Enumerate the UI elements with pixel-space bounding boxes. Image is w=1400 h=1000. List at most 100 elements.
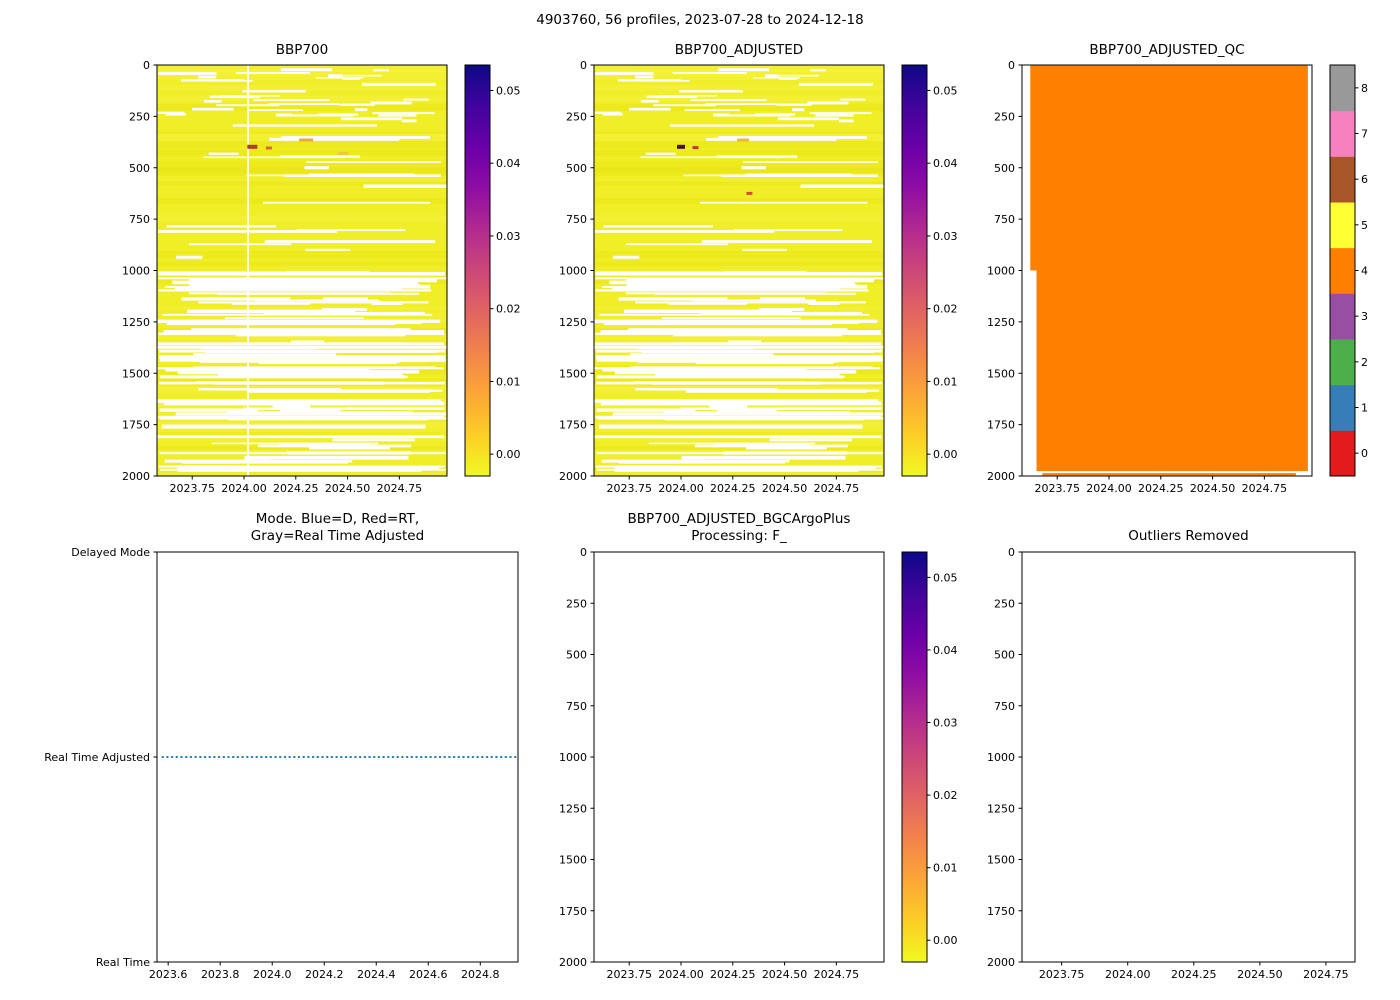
bbp700_adjusted-x-tick-label: 2023.75 <box>606 482 652 495</box>
bgcargoplus-x-tick-label: 2024.00 <box>658 968 704 981</box>
bbp700_adjusted-y-tick-label: 0 <box>580 59 587 72</box>
bgcargoplus-x-tick-label: 2023.75 <box>606 968 652 981</box>
outliers-x-tick-label: 2023.75 <box>1039 968 1085 981</box>
bbp700-colorbar <box>465 65 490 476</box>
bgcargoplus-colorbar-tick-label: 0.02 <box>933 789 958 802</box>
bbp700_adjusted-y-tick-label: 1750 <box>559 419 587 432</box>
mode-x-tick-label: 2023.6 <box>149 968 188 981</box>
bbp700_adjusted_qc-x-tick-label: 2024.25 <box>1138 482 1184 495</box>
bbp700_adjusted-x-tick-label: 2024.50 <box>762 482 808 495</box>
bbp700-missing-profile-gap <box>247 65 249 476</box>
bgcargoplus-y-tick-label: 1750 <box>559 905 587 918</box>
outliers-y-tick-label: 250 <box>994 597 1015 610</box>
bgcargoplus-y-tick-label: 500 <box>566 649 587 662</box>
subplot-title-bbp700-adjusted-qc: BBP700_ADJUSTED_QC <box>1089 42 1245 58</box>
mode-y-category-label: Delayed Mode <box>71 546 150 559</box>
outliers-x-tick-label: 2024.00 <box>1105 968 1151 981</box>
mode-x-tick-label: 2024.6 <box>409 968 448 981</box>
subplot-bbp700_adjusted_qc: 2023.75 2024.00 2024.25 2024.50 2024.7502505… <box>987 59 1368 495</box>
bbp700_adjusted_qc-y-tick-label: 500 <box>994 162 1015 175</box>
bbp700_adjusted_qc-y-tick-label: 750 <box>994 213 1015 226</box>
bbp700-anomaly <box>247 144 258 149</box>
bgcargoplus-colorbar-tick-label: 0.05 <box>933 571 958 584</box>
mode-y-category-label: Real Time Adjusted <box>44 751 150 764</box>
bbp700-y-tick-label: 1250 <box>122 316 150 329</box>
subplot-mode: 2023.6 2023.8 2024.0 2024.2 2024.4 2024.6 2024… <box>44 546 519 981</box>
bbp700_adjusted-x-tick-label: 2024.00 <box>658 482 704 495</box>
subplot-title-bgcargoplus: BBP700_ADJUSTED_BGCArgoPlus Processing: … <box>627 511 851 544</box>
mode-x-tick-label: 2024.0 <box>253 968 292 981</box>
bbp700_adjusted_qc-y-tick-label: 0 <box>1008 59 1015 72</box>
bbp700-x-tick-label: 2024.75 <box>377 482 423 495</box>
mode-x-tick-label: 2024.2 <box>305 968 344 981</box>
bbp700_adjusted-y-tick-label: 1250 <box>559 316 587 329</box>
subplot-title-bbp700-adjusted: BBP700_ADJUSTED <box>674 42 804 58</box>
bbp700-anomaly <box>338 151 349 155</box>
bgcargoplus-x-tick-label: 2024.75 <box>814 968 860 981</box>
bbp700_adjusted_qc-y-tick-label: 1250 <box>987 316 1015 329</box>
bbp700-y-tick-label: 1750 <box>122 419 150 432</box>
bbp700_adjusted_qc-colorbar-tick-label: 0 <box>1361 447 1368 460</box>
bbp700_adjusted_qc-qc4-lower <box>1036 270 1308 472</box>
bgcargoplus-y-tick-label: 1250 <box>559 802 587 815</box>
outliers-y-tick-label: 1250 <box>987 802 1015 815</box>
bgcargoplus-colorbar-tick-label: 0.01 <box>933 862 958 875</box>
bbp700_adjusted_qc-colorbar-tick-label: 6 <box>1361 173 1368 186</box>
bbp700_adjusted-anomaly <box>746 191 753 195</box>
bbp700-x-tick-label: 2024.00 <box>221 482 267 495</box>
bbp700_adjusted-colorbar-tick-label: 0.04 <box>933 157 958 170</box>
outliers-x-tick-label: 2024.50 <box>1237 968 1283 981</box>
bgcargoplus-colorbar-tick-label: 0.04 <box>933 644 958 657</box>
mode-y-category-label: Real Time <box>96 956 150 969</box>
bbp700_adjusted-x-tick-label: 2024.25 <box>710 482 756 495</box>
bbp700_adjusted_qc-y-tick-label: 1500 <box>987 367 1015 380</box>
bbp700_adjusted_qc-colorbar-tick-label: 1 <box>1361 402 1368 415</box>
bbp700-x-tick-label: 2024.25 <box>273 482 319 495</box>
bbp700_adjusted_qc-colorbar-segment <box>1330 339 1355 386</box>
bbp700_adjusted-colorbar-tick-label: 0.05 <box>933 84 958 97</box>
bbp700_adjusted-anomaly <box>677 144 685 149</box>
bbp700_adjusted_qc-x-tick-label: 2024.00 <box>1086 482 1132 495</box>
outliers-y-tick-label: 500 <box>994 649 1015 662</box>
bbp700_adjusted-colorbar-tick-label: 0.03 <box>933 230 958 243</box>
bbp700_adjusted-y-tick-label: 250 <box>566 110 587 123</box>
bbp700_adjusted_qc-y-tick-label: 1750 <box>987 419 1015 432</box>
bbp700_adjusted_qc-colorbar-tick-label: 5 <box>1361 219 1368 232</box>
bbp700_adjusted-colorbar-tick-label: 0.00 <box>933 448 958 461</box>
bbp700-anomaly <box>299 138 314 142</box>
bbp700_adjusted-colorbar-tick-label: 0.01 <box>933 375 958 388</box>
subplot-outliers: 2023.75 2024.00 2024.25 2024.50 2024.75 0 250 5… <box>987 546 1356 981</box>
bbp700-colorbar-tick-label: 0.00 <box>496 448 521 461</box>
bbp700_adjusted_qc-colorbar-segment <box>1330 293 1355 340</box>
bbp700-x-tick-label: 2024.50 <box>325 482 371 495</box>
outliers-x-tick-label: 2024.25 <box>1171 968 1217 981</box>
subplot-bbp700: 2023.75 2024.00 2024.25 2024.50 2024.75 0 250 5… <box>122 59 521 495</box>
bbp700_adjusted-y-tick-label: 2000 <box>559 470 587 483</box>
bgcargoplus-x-tick-label: 2024.50 <box>762 968 808 981</box>
bbp700-colorbar-tick-label: 0.05 <box>496 84 521 97</box>
bbp700_adjusted_qc-plot-area <box>1030 65 1308 476</box>
bbp700-y-tick-label: 2000 <box>122 470 150 483</box>
bbp700-y-tick-label: 250 <box>129 110 150 123</box>
subplot-title-mode: Mode. Blue=D, Red=RT, Gray=Real Time Adj… <box>250 511 425 544</box>
bbp700_adjusted_qc-colorbar-segment <box>1330 430 1355 477</box>
outliers-y-tick-label: 1500 <box>987 854 1015 867</box>
outliers-y-tick-label: 2000 <box>987 956 1015 969</box>
outliers-y-tick-label: 750 <box>994 700 1015 713</box>
bgcargoplus-y-tick-label: 0 <box>580 546 587 559</box>
bgcargoplus-y-tick-label: 750 <box>566 700 587 713</box>
bbp700-y-tick-label: 750 <box>129 213 150 226</box>
bbp700_adjusted_qc-y-tick-label: 1000 <box>987 265 1015 278</box>
bbp700_adjusted-y-tick-label: 500 <box>566 162 587 175</box>
mode-x-tick-label: 2024.8 <box>461 968 500 981</box>
bbp700-y-tick-label: 0 <box>143 59 150 72</box>
bgcargoplus-x-tick-label: 2024.25 <box>710 968 756 981</box>
bgcargoplus-y-tick-label: 1000 <box>559 751 587 764</box>
figure-title: 4903760, 56 profiles, 2023-07-28 to 2024… <box>536 12 864 28</box>
outliers-y-tick-label: 1750 <box>987 905 1015 918</box>
bgcargoplus-colorbar-tick-label: 0.03 <box>933 717 958 730</box>
bbp700_adjusted-x-tick-label: 2024.75 <box>814 482 860 495</box>
bbp700_adjusted-y-tick-label: 750 <box>566 213 587 226</box>
